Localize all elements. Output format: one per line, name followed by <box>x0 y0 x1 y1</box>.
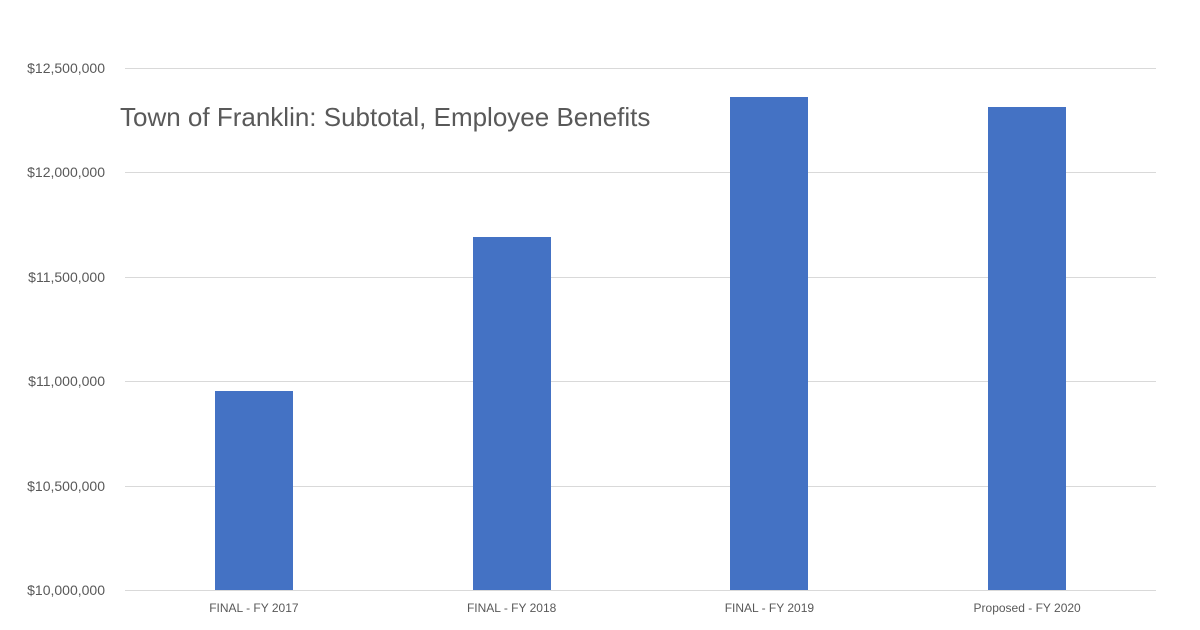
gridline <box>125 381 1156 383</box>
bar <box>730 97 809 590</box>
gridline <box>125 68 1156 69</box>
bar <box>988 107 1067 590</box>
gridline <box>125 590 1156 591</box>
x-tick-label: FINAL - FY 2019 <box>724 601 815 615</box>
chart-title: Town of Franklin: Subtotal, Employee Ben… <box>120 102 651 132</box>
x-tick-label: Proposed - FY 2020 <box>973 601 1081 615</box>
x-tick-label: FINAL - FY 2018 <box>466 601 557 615</box>
y-tick-label: $11,000,000 <box>28 373 105 390</box>
plot-area <box>125 68 1156 591</box>
y-tick-label: $10,500,000 <box>27 477 105 494</box>
gridline <box>125 172 1156 174</box>
y-tick-label: $12,500,000 <box>27 60 105 76</box>
bar <box>472 236 551 590</box>
gridline <box>125 276 1156 278</box>
y-tick-label: $12,000,000 <box>27 164 105 181</box>
y-tick-label: $11,500,000 <box>28 268 105 285</box>
gridline <box>125 485 1156 487</box>
y-tick-label: $10,000,000 <box>27 582 105 598</box>
bar <box>214 391 293 590</box>
x-tick-label: FINAL - FY 2017 <box>209 601 299 615</box>
